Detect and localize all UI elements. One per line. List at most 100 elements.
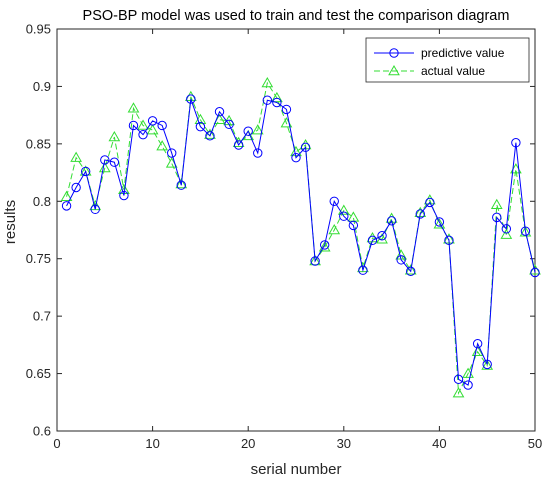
data-point bbox=[415, 209, 425, 219]
data-point bbox=[529, 264, 541, 275]
data-point bbox=[214, 106, 225, 117]
legend: predictive value actual value bbox=[365, 37, 530, 83]
y-tick-label: 0.85 bbox=[26, 136, 51, 151]
data-point bbox=[386, 216, 397, 226]
data-point bbox=[60, 190, 73, 201]
data-point bbox=[157, 120, 167, 131]
data-point bbox=[291, 152, 301, 163]
data-point bbox=[109, 157, 120, 167]
data-point bbox=[147, 116, 158, 126]
data-point bbox=[396, 255, 406, 265]
data-point bbox=[224, 119, 234, 130]
series-line bbox=[66, 98, 536, 386]
data-point bbox=[367, 235, 378, 246]
data-point bbox=[80, 166, 91, 177]
data-point bbox=[425, 197, 435, 208]
chart-title: PSO-BP model was used to train and test … bbox=[83, 8, 510, 24]
data-point bbox=[243, 126, 253, 136]
y-tick-label: 0.65 bbox=[26, 366, 51, 381]
data-point bbox=[233, 140, 244, 150]
data-point bbox=[423, 194, 436, 205]
data-point bbox=[492, 212, 502, 223]
data-point bbox=[472, 339, 483, 349]
y-tick-label: 0.6 bbox=[33, 424, 51, 439]
data-point bbox=[127, 102, 140, 113]
data-point bbox=[310, 256, 320, 266]
data-point bbox=[70, 151, 82, 162]
y-tick-label: 0.8 bbox=[33, 194, 51, 209]
series-predictive-value bbox=[61, 94, 540, 390]
data-point bbox=[339, 211, 349, 221]
data-point bbox=[146, 124, 159, 135]
plot-area bbox=[56, 28, 536, 432]
data-point bbox=[501, 224, 512, 234]
data-point bbox=[205, 131, 215, 141]
data-point bbox=[90, 204, 100, 215]
data-point bbox=[272, 97, 282, 108]
data-point bbox=[530, 267, 540, 278]
data-point bbox=[175, 178, 188, 189]
data-point bbox=[253, 148, 263, 158]
data-point bbox=[511, 138, 521, 148]
data-point bbox=[300, 142, 311, 153]
data-point bbox=[388, 64, 400, 76]
data-point bbox=[261, 76, 274, 88]
data-point bbox=[444, 235, 454, 246]
y-tick-label: 0.75 bbox=[26, 251, 51, 266]
data-point bbox=[186, 94, 196, 104]
data-point bbox=[377, 231, 387, 241]
data-point bbox=[108, 130, 121, 142]
data-point bbox=[434, 217, 445, 227]
legend-entry: actual value bbox=[421, 64, 485, 78]
data-point bbox=[251, 124, 264, 135]
y-tick-label: 0.95 bbox=[26, 22, 51, 37]
data-point bbox=[119, 190, 129, 201]
data-point bbox=[463, 380, 473, 390]
data-point bbox=[348, 220, 359, 231]
y-tick-label: 0.7 bbox=[33, 309, 51, 324]
x-tick-label: 20 bbox=[241, 436, 255, 451]
data-point bbox=[376, 233, 388, 244]
data-point bbox=[318, 241, 331, 252]
data-point bbox=[329, 196, 339, 206]
data-point bbox=[452, 387, 465, 398]
data-point bbox=[481, 359, 494, 370]
data-point bbox=[98, 161, 111, 173]
data-point bbox=[490, 198, 503, 209]
data-point bbox=[328, 223, 341, 235]
data-point bbox=[100, 155, 110, 165]
data-point bbox=[137, 119, 149, 130]
data-point bbox=[262, 95, 273, 105]
data-point bbox=[482, 359, 492, 370]
data-point bbox=[281, 104, 292, 115]
data-point bbox=[128, 120, 139, 131]
data-point bbox=[337, 204, 350, 215]
x-tick-label: 30 bbox=[337, 436, 351, 451]
data-point bbox=[389, 48, 399, 58]
data-point bbox=[453, 374, 464, 385]
series-layer bbox=[60, 76, 541, 398]
data-point bbox=[500, 228, 513, 239]
data-point bbox=[176, 180, 186, 190]
x-tick-label: 50 bbox=[528, 436, 542, 451]
y-axis-label: results bbox=[2, 200, 19, 244]
data-point bbox=[406, 266, 416, 277]
x-tick-label: 10 bbox=[145, 436, 159, 451]
data-point bbox=[195, 121, 206, 132]
y-axis: 0.6 0.65 0.7 0.75 0.8 0.85 0.9 0.95 bbox=[26, 22, 535, 439]
data-point bbox=[471, 345, 484, 356]
data-point bbox=[271, 91, 283, 103]
data-point bbox=[319, 240, 330, 250]
data-point bbox=[61, 201, 72, 211]
data-point bbox=[89, 199, 102, 211]
legend-entry: predictive value bbox=[421, 46, 505, 60]
data-point bbox=[520, 226, 531, 236]
data-point bbox=[138, 129, 148, 140]
y-tick-label: 0.9 bbox=[33, 79, 51, 94]
x-axis-label: serial number bbox=[251, 461, 342, 478]
x-axis: 0 10 20 30 40 50 bbox=[53, 29, 542, 451]
data-point bbox=[358, 265, 368, 275]
data-point bbox=[404, 264, 417, 275]
data-point bbox=[433, 218, 446, 229]
